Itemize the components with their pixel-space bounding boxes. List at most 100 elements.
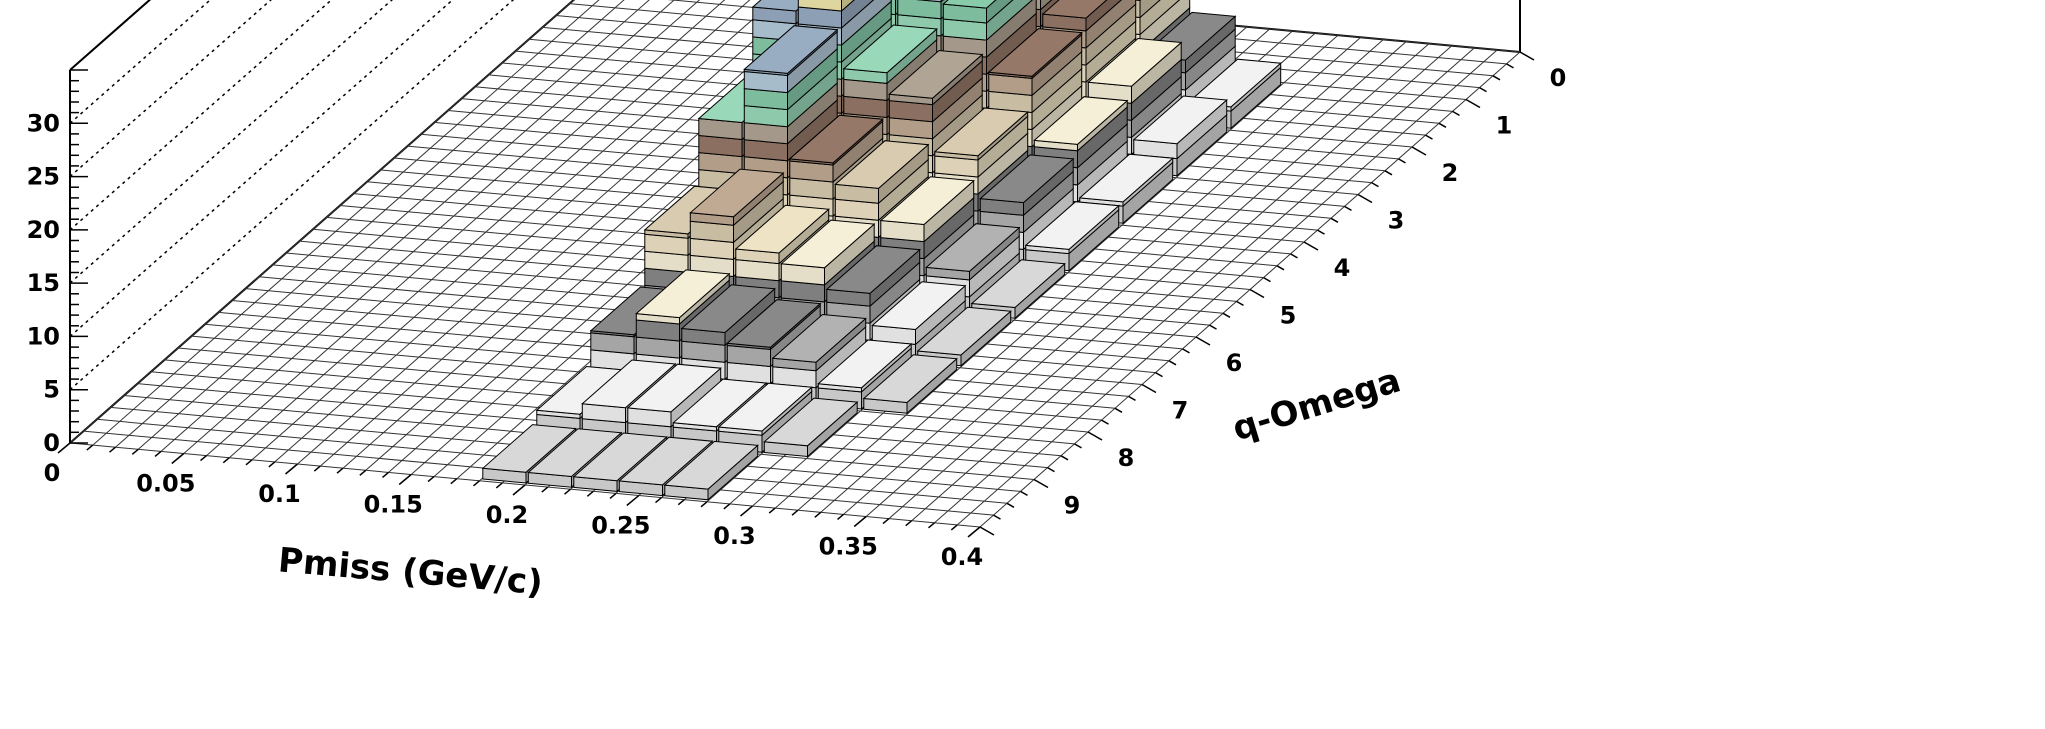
z-tick-label: 25 — [27, 163, 60, 191]
y-tick-label: 2 — [1442, 159, 1459, 187]
y-tick — [1291, 254, 1298, 258]
y-tick — [1304, 242, 1318, 250]
y-tick-label: 5 — [1280, 302, 1297, 330]
y-tick — [1439, 123, 1446, 127]
x-tick — [110, 447, 116, 452]
x-tick — [792, 510, 798, 515]
y-tick — [1358, 195, 1372, 203]
x-tick-label: 0.1 — [258, 480, 301, 508]
x-tick — [360, 470, 366, 475]
y-tick — [1480, 88, 1487, 92]
y-tick — [1223, 313, 1230, 317]
x-tick — [610, 493, 616, 498]
y-tick — [1520, 52, 1534, 60]
x-tick — [587, 491, 593, 496]
y-tick-label: 3 — [1388, 207, 1405, 235]
x-tick — [968, 527, 980, 537]
y-tick — [1075, 444, 1082, 448]
x-tick — [246, 460, 252, 465]
x-tick — [838, 514, 844, 519]
y-tick — [1412, 147, 1426, 155]
x-tick — [451, 479, 457, 484]
y-tick — [1318, 230, 1325, 234]
y-tick — [1169, 361, 1176, 365]
y-tick — [1277, 266, 1284, 270]
z-tick-label: 10 — [27, 322, 60, 350]
gridline-left-wall — [70, 0, 610, 230]
lego-bars — [483, 0, 1281, 500]
x-tick — [132, 449, 138, 454]
x-tick-label: 0.35 — [819, 533, 878, 561]
y-tick — [1426, 135, 1433, 139]
y-tick — [1048, 468, 1055, 472]
y-tick — [1264, 278, 1271, 282]
x-tick-label: 0.4 — [941, 543, 984, 571]
x-tick — [286, 464, 298, 474]
x-tick — [741, 506, 753, 516]
y-tick-label: 7 — [1172, 397, 1189, 425]
y-tick — [1453, 111, 1460, 115]
x-tick — [815, 512, 821, 517]
y-tick — [1183, 349, 1190, 353]
y-tick-label: 1 — [1496, 112, 1513, 140]
y-tick — [1061, 456, 1068, 460]
y-tick-label: 4 — [1334, 254, 1351, 282]
x-tick — [929, 523, 935, 528]
x-tick-label: 0.05 — [136, 470, 195, 498]
x-tick — [883, 519, 889, 524]
x-tick — [314, 466, 320, 471]
y-tick — [1345, 206, 1352, 210]
x-tick — [337, 468, 343, 473]
y-tick — [1493, 76, 1500, 80]
x-tick-label: 0 — [44, 459, 61, 487]
x-tick — [565, 489, 571, 494]
x-axis-title: Pmiss (GeV/c) — [277, 540, 545, 603]
y-tick — [1466, 100, 1480, 108]
x-tick-label: 0.2 — [486, 501, 529, 529]
x-tick — [701, 502, 707, 507]
y-tick — [1196, 337, 1210, 345]
x-tick-label: 0.3 — [713, 522, 756, 550]
y-tick — [1034, 480, 1048, 488]
x-tick — [201, 456, 207, 461]
y-tick — [1507, 64, 1514, 68]
x-tick — [172, 454, 184, 464]
x-tick — [496, 483, 502, 488]
z-tick-label: 15 — [27, 269, 60, 297]
x-tick-label: 0.15 — [364, 491, 423, 519]
x-tick — [854, 517, 866, 527]
x-tick — [951, 525, 957, 530]
y-tick — [1115, 408, 1122, 412]
x-tick — [656, 498, 662, 503]
z-tick-label: 5 — [43, 376, 60, 404]
y-tick — [1088, 432, 1102, 440]
x-tick — [428, 477, 434, 482]
y-tick — [1021, 491, 1028, 495]
x-tick — [724, 504, 730, 509]
gridline-left-wall — [70, 0, 610, 390]
z-tick-label: 30 — [27, 109, 60, 137]
x-tick — [513, 485, 525, 495]
y-tick — [1007, 503, 1014, 507]
x-tick — [383, 472, 389, 477]
y-tick — [1102, 420, 1109, 424]
x-tick — [269, 462, 275, 467]
z-tick-label: 20 — [27, 216, 60, 244]
x-tick — [769, 508, 775, 513]
x-tick — [155, 451, 161, 456]
y-tick — [1399, 159, 1406, 163]
y-tick — [1156, 373, 1163, 377]
y-tick — [1142, 385, 1156, 393]
y-tick-label: 8 — [1118, 444, 1135, 472]
y-tick — [1210, 325, 1217, 329]
gridline-left-wall — [70, 0, 610, 283]
y-tick-label: 0 — [1550, 64, 1567, 92]
y-tick — [1385, 171, 1392, 175]
y-tick — [980, 527, 994, 535]
x-tick — [542, 487, 548, 492]
y-tick — [1250, 290, 1264, 298]
x-tick — [627, 496, 639, 506]
x-tick-label: 0.25 — [591, 512, 650, 540]
